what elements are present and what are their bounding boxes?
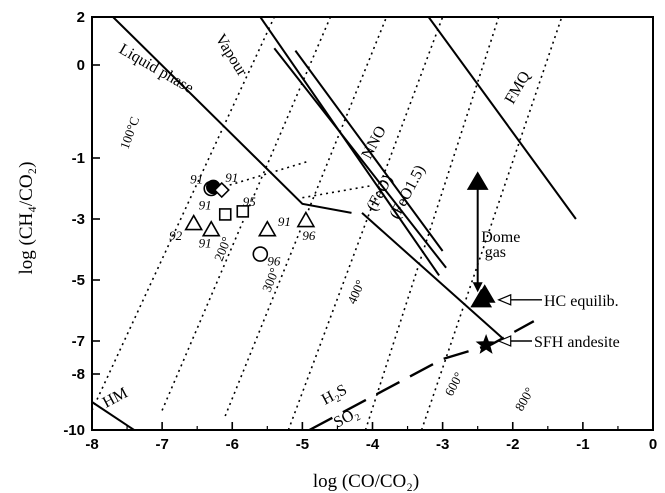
y-tick-label: 0 <box>77 57 85 74</box>
isotherm-label-5: 800° <box>512 385 537 414</box>
axis-ticks: -8 -7 -6 -5 -4 -3 -2 -1 020-1-3-5-7-8-10 <box>63 9 657 453</box>
open-square-marker-0 <box>218 208 232 221</box>
curve-label-vapour: Vapour <box>212 31 251 80</box>
isotherm-label-4: 600° <box>441 370 466 399</box>
open-circle-marker-1 <box>252 246 269 262</box>
x-tick-label: -6 <box>226 436 239 453</box>
buffer-curve-2 <box>294 50 444 252</box>
dotted-connector-1 <box>302 184 373 199</box>
marker-label: 91 <box>278 214 291 229</box>
x-tick-label: -4 <box>366 436 380 453</box>
marker-label: 91 <box>199 235 212 250</box>
isotherm-line-3 <box>287 17 444 430</box>
curve-label-feo15: (FeO1.5) <box>387 162 429 221</box>
sfh-arrow-head <box>497 335 512 347</box>
dotted-connectors <box>217 160 373 199</box>
y-tick-label: -1 <box>72 150 85 167</box>
dotted-connector-0 <box>217 160 310 190</box>
so2-h2s-boundary <box>308 320 535 432</box>
sfh-andesite-label: SFH andesite <box>534 334 620 351</box>
buffer-curves <box>92 17 577 430</box>
curve-label-liquid-phase: Liquid phase <box>116 41 196 97</box>
so2-h2s-boundary-line <box>308 320 535 432</box>
open-triangle-marker-0 <box>184 213 204 231</box>
x-tick-label: -2 <box>506 436 519 453</box>
marker-label: 95 <box>243 194 256 209</box>
x-axis-title: log (CO/CO₂) <box>313 471 419 492</box>
y-tick-label: -10 <box>63 422 85 439</box>
h2s-label: H₂S <box>319 381 350 408</box>
so2-label: SO₂ <box>331 404 362 431</box>
buffer-curve-3 <box>273 47 447 269</box>
filled-triangle-marker-2 <box>473 284 496 303</box>
isotherm-line-0 <box>92 17 276 411</box>
y-tick-label: -3 <box>72 211 85 228</box>
x-tick-label: -3 <box>436 436 449 453</box>
filled-star-marker-0 <box>475 334 497 354</box>
y-axis-title: log (CH₄/CO₂) <box>16 162 37 275</box>
marker-label: 91 <box>225 170 238 185</box>
dome-gas-label-line2: gas <box>485 244 506 261</box>
text-labels: Liquid phase VapourNNO(FeO)(FeO1.5)FMQHM1… <box>100 31 620 431</box>
x-tick-label: -7 <box>155 436 168 453</box>
curve-label-fmq: FMQ <box>502 68 534 107</box>
isotherm-label-3: 400° <box>344 278 368 307</box>
dome-gas-arrow-head <box>472 282 483 293</box>
hc-arrow-head <box>497 293 512 306</box>
y-tick-label: -7 <box>72 333 85 350</box>
hc-equilib-label: HC equilib. <box>544 293 619 310</box>
x-tick-label: -8 <box>85 436 98 453</box>
buffer-curve-5 <box>427 17 577 220</box>
annotations <box>472 186 542 347</box>
marker-label: 96 <box>267 254 281 269</box>
x-tick-label: -5 <box>296 436 309 453</box>
isotherms <box>92 17 563 430</box>
buffer-curve-0 <box>112 17 352 214</box>
isotherm-label-2: 300° <box>259 266 282 295</box>
curve-label-hm: HM <box>100 384 131 411</box>
buffer-curve-4 <box>361 212 507 342</box>
x-tick-label: -1 <box>576 436 589 453</box>
marker-label: 91 <box>190 171 203 186</box>
y-tick-label: 2 <box>77 9 85 26</box>
data-markers <box>184 171 497 354</box>
isotherm-line-5 <box>420 17 563 430</box>
open-triangle-marker-3 <box>296 210 316 228</box>
y-tick-label: -8 <box>72 366 85 383</box>
isotherm-line-4 <box>364 17 500 430</box>
buffer-curve-6 <box>92 401 135 430</box>
marker-label: 96 <box>302 228 316 243</box>
x-tick-label: 0 <box>649 436 657 453</box>
open-triangle-marker-1 <box>201 220 221 237</box>
open-triangle-marker-2 <box>257 220 277 237</box>
y-tick-label: -5 <box>72 272 85 289</box>
marker-label: 92 <box>169 228 183 243</box>
dome-gas-label-line1: Dome <box>481 229 520 246</box>
isotherm-label-0: 100°C <box>117 115 143 151</box>
open-diamond-marker-0 <box>213 181 230 199</box>
filled-triangle-marker-0 <box>466 171 489 190</box>
open-square-marker-1 <box>236 205 250 218</box>
marker-label: 91 <box>199 197 212 212</box>
